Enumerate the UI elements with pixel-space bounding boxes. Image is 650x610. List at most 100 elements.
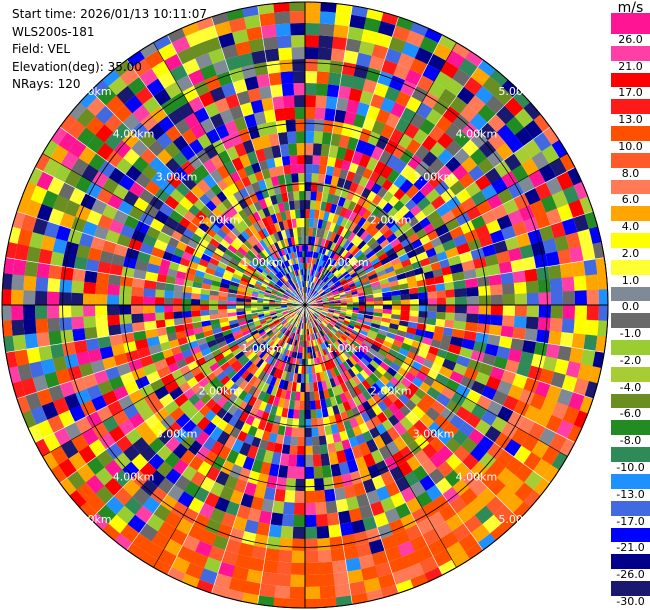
velocity-gate <box>104 132 123 151</box>
ray-separator <box>304 304 520 520</box>
velocity-gate <box>300 340 304 347</box>
velocity-gate <box>193 275 204 284</box>
velocity-gate <box>289 445 298 455</box>
velocity-gate <box>243 240 253 250</box>
velocity-gate <box>512 326 526 340</box>
velocity-gate <box>327 312 334 316</box>
velocity-gate <box>434 224 450 238</box>
velocity-gate <box>216 164 231 180</box>
velocity-gate <box>334 299 341 302</box>
velocity-gate <box>278 332 284 339</box>
field-name: Field: VEL <box>12 42 71 57</box>
velocity-gate <box>335 282 342 288</box>
velocity-gate <box>393 173 408 189</box>
velocity-gate <box>206 339 218 348</box>
velocity-gate <box>561 318 575 334</box>
velocity-gate <box>291 46 306 60</box>
velocity-gate <box>272 318 280 323</box>
velocity-gate <box>334 333 341 339</box>
velocity-gate <box>404 399 417 412</box>
velocity-gate <box>332 475 344 489</box>
velocity-gate <box>400 430 415 446</box>
velocity-gate <box>334 301 341 304</box>
velocity-gate <box>257 209 267 220</box>
velocity-gate <box>255 241 265 252</box>
velocity-gate <box>401 41 420 59</box>
velocity-gate <box>233 333 244 341</box>
velocity-gate <box>123 256 137 269</box>
velocity-gate <box>96 405 113 422</box>
velocity-gate <box>313 466 324 479</box>
velocity-gate <box>351 314 358 320</box>
velocity-gate <box>241 345 252 355</box>
velocity-gate <box>282 296 289 300</box>
velocity-gate <box>376 332 387 341</box>
velocity-gate <box>393 159 408 175</box>
velocity-gate <box>449 180 466 196</box>
velocity-gate <box>113 352 129 367</box>
velocity-gate <box>181 251 193 261</box>
velocity-gate <box>243 332 254 340</box>
velocity-gate <box>203 329 214 338</box>
velocity-gate <box>436 348 448 359</box>
velocity-gate <box>120 371 136 386</box>
velocity-gate <box>280 354 286 362</box>
velocity-gate <box>371 194 383 206</box>
velocity-gate <box>209 426 224 441</box>
velocity-gate <box>215 265 226 274</box>
velocity-gate <box>326 325 332 331</box>
range-ring <box>122 122 488 488</box>
velocity-gate <box>276 331 283 338</box>
velocity-gate <box>418 298 429 306</box>
velocity-gate <box>313 320 317 327</box>
velocity-gate <box>318 247 324 254</box>
velocity-gate <box>322 302 329 305</box>
velocity-gate <box>55 368 72 385</box>
velocity-gate <box>275 23 292 37</box>
velocity-gate <box>407 321 418 329</box>
velocity-gate <box>306 340 310 347</box>
velocity-gate <box>538 164 557 183</box>
velocity-gate <box>283 362 290 372</box>
velocity-gate <box>550 305 563 319</box>
velocity-gate <box>269 333 276 339</box>
velocity-gate <box>571 260 586 278</box>
velocity-gate <box>280 229 288 240</box>
velocity-gate <box>201 367 213 378</box>
legend-tick-label: -10.0 <box>611 462 650 475</box>
velocity-gate <box>362 452 376 468</box>
velocity-gate <box>342 283 349 288</box>
velocity-gate <box>108 273 122 286</box>
velocity-gate <box>365 250 376 260</box>
velocity-gate <box>393 188 406 201</box>
velocity-gate <box>307 310 310 317</box>
velocity-gate <box>270 342 277 349</box>
velocity-gate <box>266 329 273 336</box>
velocity-gate <box>304 454 314 468</box>
velocity-gate <box>318 164 328 175</box>
velocity-gate <box>291 312 297 318</box>
velocity-gate <box>188 169 204 185</box>
velocity-gate <box>241 255 252 265</box>
velocity-gate <box>342 349 352 359</box>
velocity-gate <box>247 337 257 346</box>
velocity-gate <box>321 321 327 328</box>
velocity-gate <box>325 96 339 110</box>
velocity-gate <box>227 340 238 349</box>
velocity-gate <box>319 266 325 273</box>
velocity-gate <box>160 414 176 430</box>
velocity-gate <box>358 422 370 434</box>
velocity-gate <box>293 300 300 303</box>
velocity-gate <box>424 28 443 44</box>
velocity-gate <box>489 314 503 326</box>
velocity-gate <box>304 526 318 540</box>
ray-separator <box>304 59 484 306</box>
velocity-gate <box>35 318 49 334</box>
velocity-gate <box>297 155 306 165</box>
velocity-gate <box>266 121 278 135</box>
velocity-gate <box>212 275 223 283</box>
velocity-gate <box>247 214 258 225</box>
velocity-gate <box>217 261 228 270</box>
velocity-gate <box>421 393 437 408</box>
velocity-gate <box>309 328 313 335</box>
